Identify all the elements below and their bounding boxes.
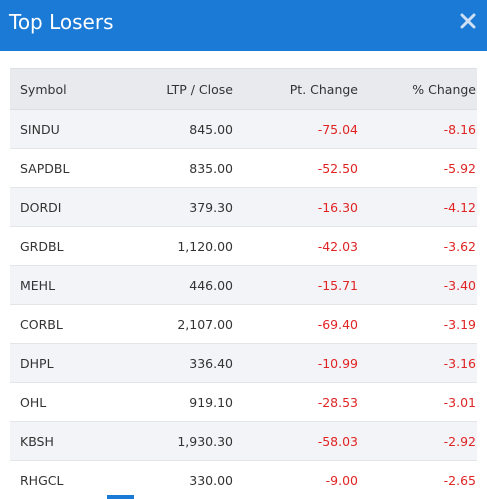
pct-change-cell: -3.40	[443, 277, 476, 293]
pct-change-cell: -4.12	[443, 199, 476, 215]
ltp-close-cell: 2,107.00	[177, 316, 233, 332]
pct-change-cell: -2.65	[443, 472, 476, 488]
pt-change-cell: -42.03	[317, 238, 358, 254]
table-row[interactable]: SAPDBL 835.00 -52.50 -5.92	[10, 148, 477, 188]
column-header-symbol[interactable]: Symbol	[10, 68, 115, 110]
symbol-cell: KBSH	[20, 433, 54, 449]
pt-change-cell: -16.30	[317, 199, 358, 215]
pct-change-cell: -5.92	[443, 160, 476, 176]
symbol-cell: DORDI	[20, 199, 62, 215]
table-header-row: Symbol LTP / Close Pt. Change % Change	[10, 68, 477, 110]
ltp-close-cell: 835.00	[189, 160, 233, 176]
column-header-ltp-close[interactable]: LTP / Close	[115, 68, 233, 110]
pt-change-cell: -9.00	[325, 472, 358, 488]
table-row[interactable]: DORDI 379.30 -16.30 -4.12	[10, 187, 477, 227]
symbol-cell: GRDBL	[20, 238, 64, 254]
symbol-cell: CORBL	[20, 316, 63, 332]
symbol-cell: OHL	[20, 394, 47, 410]
ltp-close-cell: 336.40	[189, 355, 233, 371]
table-row[interactable]: KBSH 1,930.30 -58.03 -2.92	[10, 421, 477, 461]
pct-change-cell: -2.92	[443, 433, 476, 449]
pt-change-cell: -28.53	[317, 394, 358, 410]
table-row[interactable]: DHPL 336.40 -10.99 -3.16	[10, 343, 477, 383]
column-header-pt-change[interactable]: Pt. Change	[233, 68, 358, 110]
losers-table-container: Symbol LTP / Close Pt. Change % Change S…	[10, 68, 477, 499]
ltp-close-cell: 379.30	[189, 199, 233, 215]
column-header-pct-change[interactable]: % Change	[358, 68, 477, 110]
pt-change-cell: -69.40	[317, 316, 358, 332]
table-row[interactable]: OHL 919.10 -28.53 -3.01	[10, 382, 477, 422]
losers-table: Symbol LTP / Close Pt. Change % Change S…	[10, 68, 477, 499]
table-row[interactable]: GRDBL 1,120.00 -42.03 -3.62	[10, 226, 477, 266]
pct-change-cell: -3.19	[443, 316, 476, 332]
symbol-cell: SINDU	[20, 121, 60, 137]
pct-change-cell: -3.16	[443, 355, 476, 371]
pt-change-cell: -15.71	[317, 277, 358, 293]
pt-change-cell: -10.99	[317, 355, 358, 371]
pct-change-cell: -3.62	[443, 238, 476, 254]
pt-change-cell: -52.50	[317, 160, 358, 176]
pt-change-cell: -58.03	[317, 433, 358, 449]
table-row[interactable]: CORBL 2,107.00 -69.40 -3.19	[10, 304, 477, 344]
modal-title: Top Losers	[9, 10, 114, 34]
table-row[interactable]: SINDU 845.00 -75.04 -8.16	[10, 109, 477, 149]
ltp-close-cell: 330.00	[189, 472, 233, 488]
scroll-indicator	[107, 495, 134, 499]
close-icon[interactable]	[460, 13, 476, 29]
ltp-close-cell: 1,930.30	[177, 433, 233, 449]
symbol-cell: SAPDBL	[20, 160, 70, 176]
modal-header: Top Losers	[0, 0, 487, 51]
ltp-close-cell: 1,120.00	[177, 238, 233, 254]
ltp-close-cell: 919.10	[189, 394, 233, 410]
pt-change-cell: -75.04	[317, 121, 358, 137]
table-row[interactable]: RHGCL 330.00 -9.00 -2.65	[10, 460, 477, 499]
pct-change-cell: -3.01	[443, 394, 476, 410]
symbol-cell: DHPL	[20, 355, 54, 371]
symbol-cell: RHGCL	[20, 472, 64, 488]
ltp-close-cell: 446.00	[189, 277, 233, 293]
symbol-cell: MEHL	[20, 277, 56, 293]
table-row[interactable]: MEHL 446.00 -15.71 -3.40	[10, 265, 477, 305]
pct-change-cell: -8.16	[443, 121, 476, 137]
ltp-close-cell: 845.00	[189, 121, 233, 137]
